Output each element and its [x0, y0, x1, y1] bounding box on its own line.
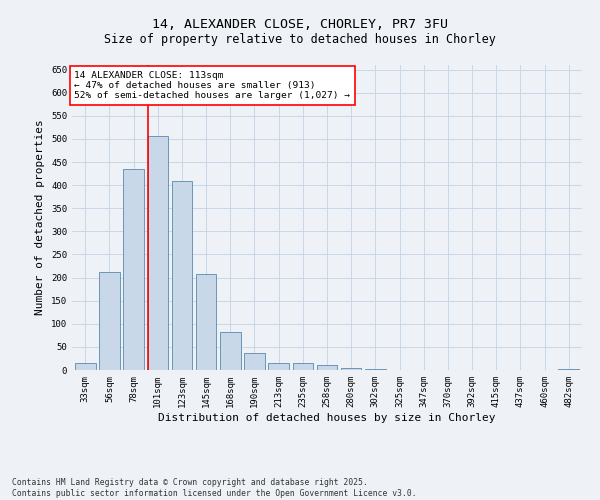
- Bar: [220, 332, 241, 370]
- Text: 14, ALEXANDER CLOSE, CHORLEY, PR7 3FU: 14, ALEXANDER CLOSE, CHORLEY, PR7 3FU: [152, 18, 448, 30]
- Bar: [244, 353, 265, 370]
- Bar: [365, 368, 386, 370]
- Bar: [124, 169, 144, 370]
- Text: Size of property relative to detached houses in Chorley: Size of property relative to detached ho…: [104, 32, 496, 46]
- Bar: [148, 136, 168, 370]
- Y-axis label: Number of detached properties: Number of detached properties: [35, 120, 46, 316]
- Bar: [75, 363, 95, 370]
- Bar: [99, 272, 120, 370]
- X-axis label: Distribution of detached houses by size in Chorley: Distribution of detached houses by size …: [158, 412, 496, 422]
- Bar: [317, 366, 337, 370]
- Bar: [341, 368, 361, 370]
- Bar: [293, 363, 313, 370]
- Text: Contains HM Land Registry data © Crown copyright and database right 2025.
Contai: Contains HM Land Registry data © Crown c…: [12, 478, 416, 498]
- Text: 14 ALEXANDER CLOSE: 113sqm
← 47% of detached houses are smaller (913)
52% of sem: 14 ALEXANDER CLOSE: 113sqm ← 47% of deta…: [74, 70, 350, 101]
- Bar: [172, 180, 192, 370]
- Bar: [268, 363, 289, 370]
- Bar: [196, 274, 217, 370]
- Bar: [559, 368, 579, 370]
